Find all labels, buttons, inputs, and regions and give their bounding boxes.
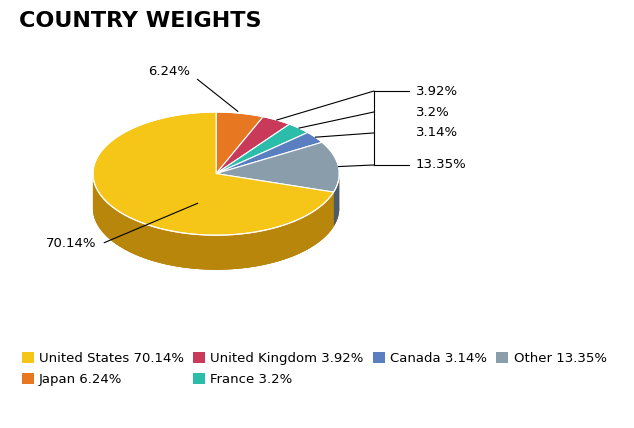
Polygon shape <box>216 133 322 174</box>
Polygon shape <box>93 208 339 270</box>
Legend: United States 70.14%, Japan 6.24%, United Kingdom 3.92%, France 3.2%, Canada 3.1: United States 70.14%, Japan 6.24%, Unite… <box>19 349 609 388</box>
Polygon shape <box>216 117 290 174</box>
Polygon shape <box>216 112 263 174</box>
Polygon shape <box>216 142 339 192</box>
Text: 3.92%: 3.92% <box>416 85 458 98</box>
Text: 3.2%: 3.2% <box>416 106 450 119</box>
Text: 70.14%: 70.14% <box>46 237 96 250</box>
Polygon shape <box>93 112 333 235</box>
Polygon shape <box>93 174 333 270</box>
Polygon shape <box>333 173 339 226</box>
Polygon shape <box>93 174 339 270</box>
Polygon shape <box>216 124 307 174</box>
Text: 6.24%: 6.24% <box>148 65 190 78</box>
Text: COUNTRY WEIGHTS: COUNTRY WEIGHTS <box>19 11 261 31</box>
Text: 13.35%: 13.35% <box>416 158 467 172</box>
Text: 3.14%: 3.14% <box>416 126 458 140</box>
